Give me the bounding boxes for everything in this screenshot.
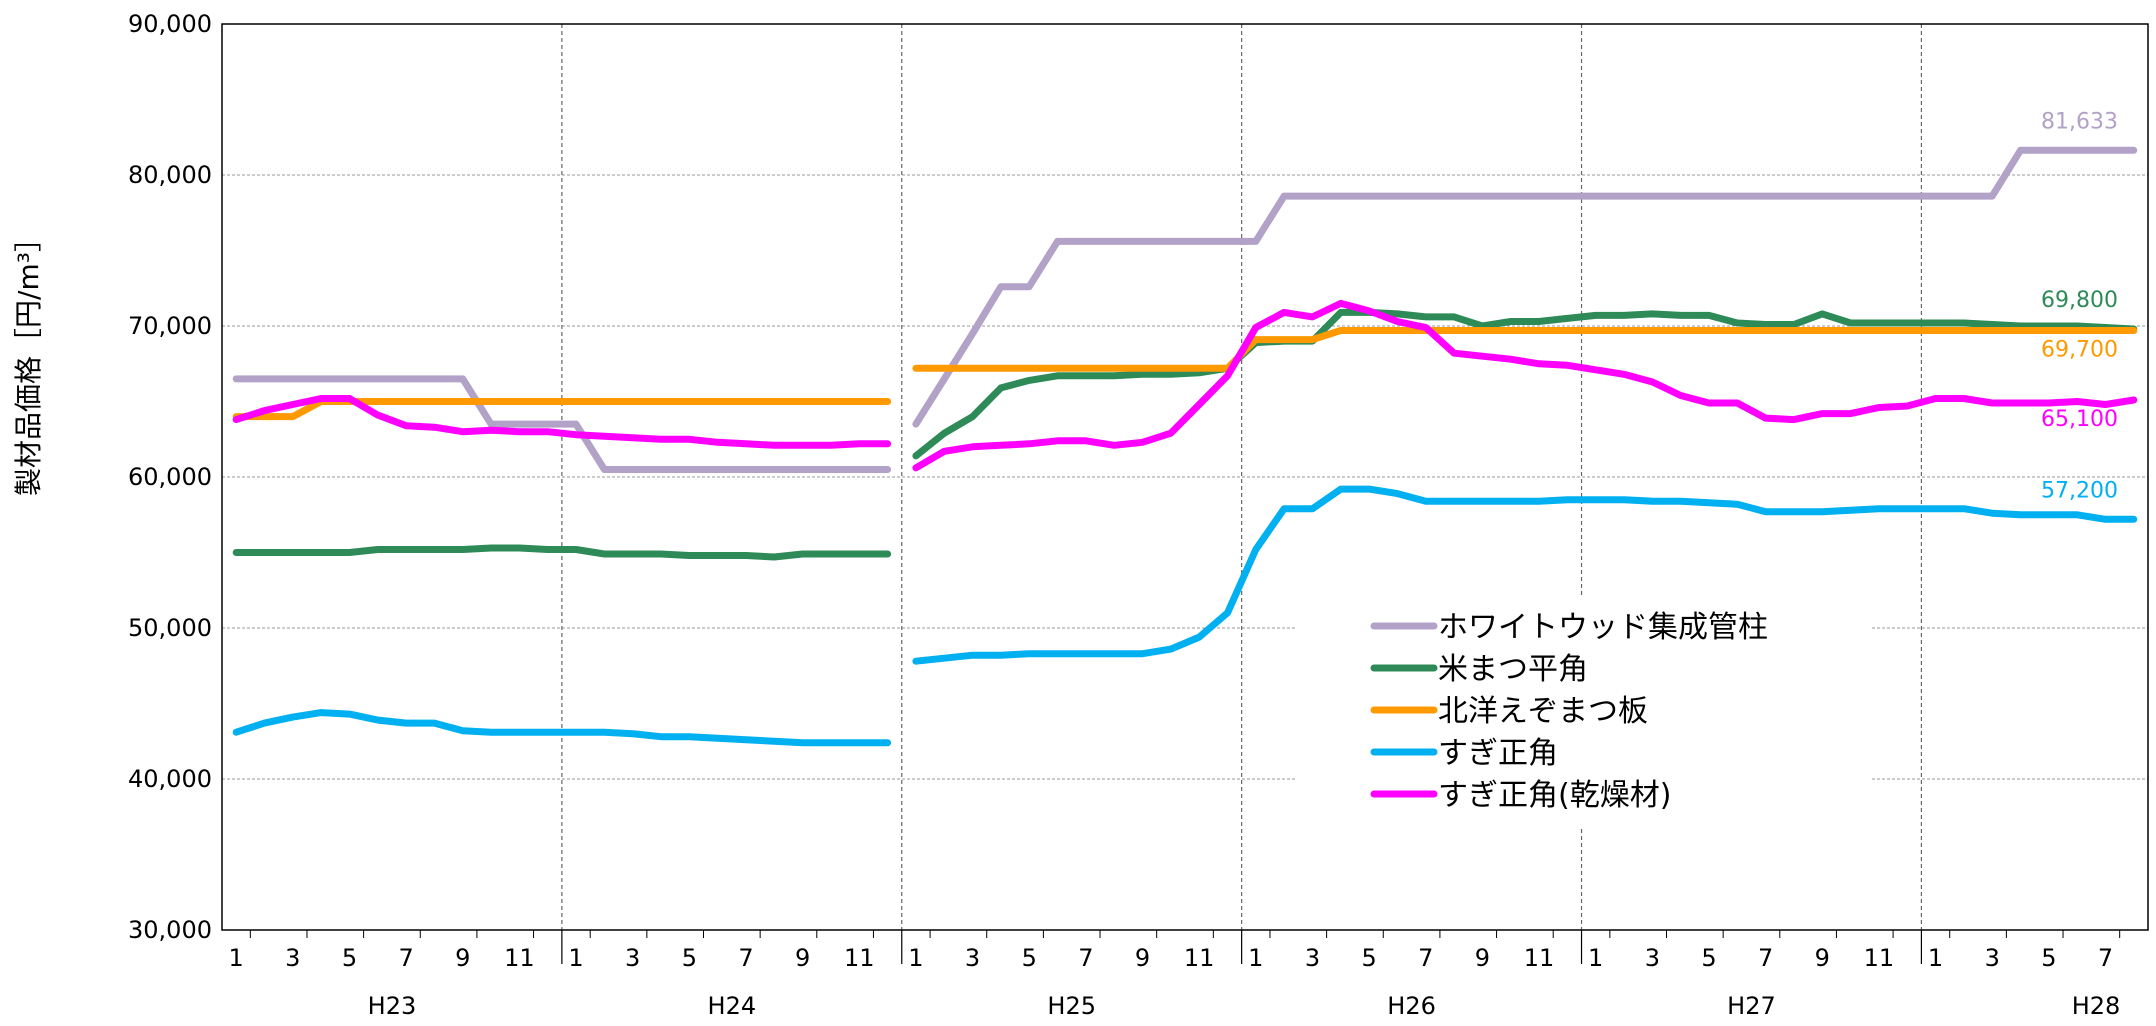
x-month-label: 5 bbox=[1022, 944, 1037, 972]
x-month-label: 1 bbox=[229, 944, 244, 972]
end-labels: 81,633 69,800 69,700 57,200 65,100 bbox=[2041, 109, 2118, 503]
x-month-label: 7 bbox=[1078, 944, 1093, 972]
x-year-label: H27 bbox=[1727, 992, 1776, 1020]
legend-label: すぎ正角 bbox=[1438, 736, 1558, 771]
x-month-label: 11 bbox=[504, 944, 535, 972]
x-month-label: 5 bbox=[342, 944, 357, 972]
x-month-label: 9 bbox=[1135, 944, 1150, 972]
series-end-label: 69,700 bbox=[2041, 338, 2118, 363]
legend-label: すぎ正角(乾燥材) bbox=[1438, 778, 1671, 813]
series-end-label: 65,100 bbox=[2041, 407, 2118, 432]
plot-frame bbox=[221, 23, 2149, 931]
series-end-label: 69,800 bbox=[2041, 288, 2118, 313]
x-month-label: 5 bbox=[1361, 944, 1376, 972]
series-line bbox=[912, 485, 2138, 665]
x-year-label: H23 bbox=[368, 992, 417, 1020]
y-tick-label: 40,000 bbox=[128, 765, 212, 793]
x-month-label: 1 bbox=[1928, 944, 1943, 972]
x-year-label: H26 bbox=[1387, 992, 1436, 1020]
x-month-label: 3 bbox=[1985, 944, 2000, 972]
legend-label: 北洋えぞまつ板 bbox=[1438, 694, 1648, 729]
series-line bbox=[912, 146, 2138, 428]
series-line bbox=[912, 299, 2138, 472]
series-line bbox=[912, 327, 2138, 372]
y-tick-label: 70,000 bbox=[128, 312, 212, 340]
y-tick-label: 60,000 bbox=[128, 463, 212, 491]
x-month-label: 1 bbox=[1588, 944, 1603, 972]
series-line bbox=[232, 375, 892, 473]
y-tick-label: 50,000 bbox=[128, 614, 212, 642]
x-month-label: 11 bbox=[1864, 944, 1895, 972]
x-month-label: 7 bbox=[1418, 944, 1433, 972]
series-end-label: 81,633 bbox=[2041, 109, 2118, 134]
x-year-label: H28 bbox=[2072, 992, 2121, 1020]
x-month-label: 3 bbox=[965, 944, 980, 972]
x-month-label: 7 bbox=[398, 944, 413, 972]
series-lines bbox=[232, 146, 2138, 747]
axes bbox=[221, 23, 2149, 964]
x-month-label: 9 bbox=[1815, 944, 1830, 972]
x-month-label: 9 bbox=[795, 944, 810, 972]
x-month-label: 5 bbox=[1701, 944, 1716, 972]
x-month-label: 3 bbox=[1305, 944, 1320, 972]
legend-label: ホワイトウッド集成管柱 bbox=[1438, 610, 1768, 645]
series-line bbox=[232, 544, 892, 561]
y-tick-label: 30,000 bbox=[128, 916, 212, 944]
x-month-label: 5 bbox=[682, 944, 697, 972]
x-month-label: 1 bbox=[1248, 944, 1263, 972]
series-line bbox=[232, 395, 892, 449]
x-month-label: 7 bbox=[1758, 944, 1773, 972]
x-month-label: 9 bbox=[1475, 944, 1490, 972]
legend-label: 米まつ平角 bbox=[1438, 652, 1588, 687]
x-month-label: 11 bbox=[1524, 944, 1555, 972]
series-end-label: 57,200 bbox=[2041, 478, 2118, 503]
series-line bbox=[912, 308, 2138, 460]
x-year-label: H24 bbox=[708, 992, 757, 1020]
x-month-label: 3 bbox=[625, 944, 640, 972]
x-month-label: 1 bbox=[908, 944, 923, 972]
gridlines bbox=[222, 24, 2148, 930]
x-month-label: 7 bbox=[738, 944, 753, 972]
y-axis-label: 製材品価格［円/m³］ bbox=[12, 224, 45, 496]
x-month-label: 11 bbox=[1184, 944, 1215, 972]
x-month-label: 3 bbox=[1645, 944, 1660, 972]
y-tick-label: 80,000 bbox=[128, 161, 212, 189]
x-month-label: 5 bbox=[2041, 944, 2056, 972]
x-month-label: 11 bbox=[844, 944, 875, 972]
series-line bbox=[232, 709, 892, 747]
x-month-label: 9 bbox=[455, 944, 470, 972]
y-tick-label: 90,000 bbox=[128, 10, 212, 38]
x-month-label: 1 bbox=[568, 944, 583, 972]
x-month-label: 3 bbox=[285, 944, 300, 972]
tick-labels: 30,000 40,000 50,000 60,000 70,000 80,000 90,0… bbox=[128, 10, 2120, 1020]
x-year-label: H25 bbox=[1047, 992, 1096, 1020]
x-month-label: 7 bbox=[2098, 944, 2113, 972]
